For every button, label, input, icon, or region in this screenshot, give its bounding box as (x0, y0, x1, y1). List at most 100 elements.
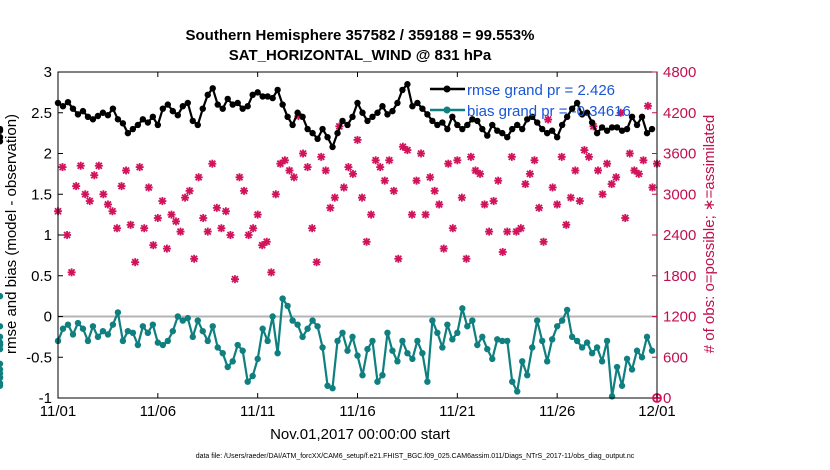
obs-assimilated-point (412, 176, 421, 185)
rmse-point (514, 121, 521, 129)
obs-assimilated-point (603, 159, 612, 168)
bias-point (524, 371, 531, 379)
obs-assimilated-point (643, 101, 652, 110)
rmse-point (469, 116, 476, 123)
bias-point (214, 344, 221, 351)
obs-assimilated-point (430, 186, 439, 195)
bias-point (379, 371, 386, 379)
obs-assimilated-point (407, 210, 416, 219)
rmse-point (389, 107, 396, 115)
obs-assimilated-point (362, 237, 371, 246)
bias-point (189, 333, 196, 341)
legend-bias-label: bias grand pr = -0.34616 (467, 103, 631, 120)
rmse-point (588, 119, 596, 126)
x-tick-label: 11/01 (40, 403, 76, 420)
bias-point (249, 372, 256, 380)
rmse-point (429, 117, 436, 125)
obs-assimilated-point (648, 183, 657, 192)
rmse-point (134, 121, 142, 129)
bias-point (414, 337, 421, 345)
bias-point (623, 355, 631, 363)
rmse-point (424, 111, 431, 118)
rmse-point (94, 112, 102, 120)
rmse-point (638, 113, 646, 121)
obs-assimilated-point (299, 149, 308, 158)
bias-point (174, 313, 181, 320)
legend: rmse grand pr = 2.426 bias grand pr = -0… (430, 82, 631, 120)
obs-assimilated-point (194, 173, 203, 182)
obs-assimilated-point (212, 203, 221, 212)
rmse-point (239, 105, 246, 112)
rmse-point (304, 125, 311, 133)
bias-point (314, 323, 321, 330)
rmse-point (309, 129, 316, 137)
bias-point (244, 378, 251, 385)
bias-point (294, 321, 301, 328)
rmse-point (364, 117, 371, 125)
obs-assimilated-point (553, 200, 562, 209)
rmse-point (314, 135, 321, 143)
obs-assimilated-point (317, 152, 326, 161)
bias-point (529, 344, 536, 351)
obs-assimilated-point (358, 193, 367, 202)
bias-point (109, 321, 117, 328)
rmse-point (344, 121, 351, 129)
x-tick-label: 11/16 (339, 403, 375, 420)
bias-point (548, 336, 556, 343)
bias-point (354, 352, 361, 359)
obs-assimilated-point (580, 146, 589, 155)
obs-assimilated-point (240, 186, 249, 195)
bias-point (613, 363, 621, 371)
bias-point (319, 344, 326, 351)
x-tick-label: 11/21 (439, 403, 475, 420)
rmse-point (284, 113, 291, 121)
bias-point (504, 337, 511, 345)
bias-point (169, 327, 177, 335)
y-tick-label: -0.5 (26, 349, 52, 366)
obs-assimilated-point (144, 183, 153, 192)
bias-point (359, 371, 366, 379)
bias-point (329, 385, 336, 392)
obs-assimilated-point (480, 200, 489, 209)
bias-point (264, 337, 271, 345)
bias-point (279, 295, 286, 302)
rmse-point (598, 124, 606, 131)
rmse-point (64, 98, 72, 106)
rmse-point (534, 119, 541, 126)
bias-point (409, 355, 416, 363)
rmse-point (294, 109, 301, 116)
bias-point (399, 337, 406, 345)
y-tick-label: -1 (39, 390, 52, 407)
obs-assimilated-point (76, 161, 85, 170)
obs-assimilated-point (466, 152, 475, 161)
bias-point (309, 317, 316, 324)
bias-point (479, 333, 486, 341)
bias-point (454, 329, 461, 336)
rmse-point (459, 125, 466, 133)
obs-assimilated-point (117, 182, 126, 191)
obs-assimilated-point (639, 156, 648, 165)
rmse-point (299, 113, 306, 121)
obs-assimilated-point (103, 200, 112, 209)
bias-point (254, 355, 261, 363)
bias-point (239, 347, 246, 354)
bias-point (633, 347, 641, 354)
y2-tick-label: 600 (663, 349, 688, 366)
rmse-point (79, 107, 87, 115)
obs-assimilated-point (199, 214, 208, 223)
rmse-point (194, 121, 201, 129)
bias-point (84, 337, 92, 345)
obs-assimilated-point (435, 200, 444, 209)
obs-assimilated-point (462, 254, 471, 263)
bias-point (269, 313, 276, 320)
obs-assimilated-point (81, 190, 90, 199)
bias-point (59, 325, 67, 332)
rmse-point (289, 121, 296, 129)
obs-assimilated-point (485, 227, 494, 236)
obs-assimilated-point (525, 169, 534, 178)
x-axis-ticks: 11/01 11/06 11/11 11/16 11/21 11/26 12/01 (40, 72, 676, 420)
y2-tick-label: 1800 (663, 268, 696, 285)
obs-assimilated-point (312, 258, 321, 267)
bias-point (0, 341, 4, 349)
